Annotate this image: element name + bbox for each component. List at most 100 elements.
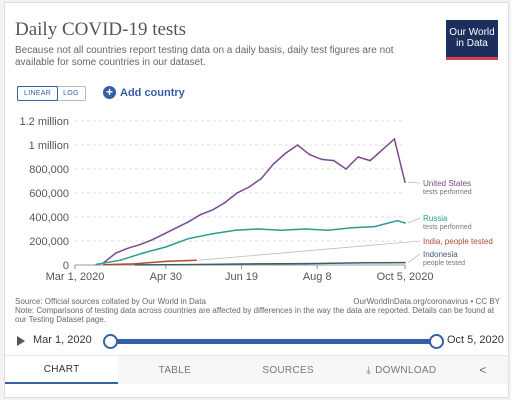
x-tick-label: Oct 5, 2020 — [377, 271, 434, 283]
y-tick-label: 0 — [63, 260, 69, 272]
comparison-note: Note: Comparisons of testing data across… — [15, 306, 495, 324]
legend-series-name: India, people tested — [423, 237, 493, 246]
legend-series-name: United States — [423, 179, 471, 188]
legend-series-sub: tests performed — [423, 224, 472, 231]
y-tick-label: 1.2 million — [19, 116, 69, 128]
data-point — [95, 263, 97, 266]
data-point — [102, 263, 105, 266]
series-line — [103, 137, 406, 264]
legend-connector — [407, 253, 421, 263]
data-point — [119, 259, 122, 262]
timeline-end-handle[interactable] — [429, 334, 444, 349]
source-url-link[interactable]: OurWorldInData.org/coronavirus • CC BY — [353, 297, 500, 306]
timeline-end-label: Oct 5, 2020 — [447, 334, 504, 346]
tab-sources[interactable]: SOURCES — [262, 364, 314, 376]
add-country-button[interactable]: + Add country — [103, 86, 185, 99]
y-axis-labels: 0 200,000 400,000 600,000 800,000 1 million 1.… — [19, 116, 69, 272]
tab-download-label: DOWNLOAD — [375, 364, 437, 376]
data-point — [211, 233, 214, 235]
legend-series-sub: people tested — [423, 260, 465, 267]
data-point — [404, 261, 406, 264]
owid-logo[interactable]: Our World in Data — [446, 20, 498, 60]
y-tick-label: 600,000 — [29, 188, 69, 200]
data-point — [296, 144, 299, 146]
tab-bar: CHART TABLE SOURCES ⤓ DOWNLOAD < — [5, 355, 508, 384]
data-point — [366, 262, 368, 264]
plus-circle-icon: + — [103, 86, 116, 99]
series-lines — [95, 137, 406, 266]
y-tick-label: 1 million — [29, 140, 69, 152]
series-line — [135, 261, 406, 266]
data-point — [134, 264, 137, 266]
data-point — [305, 262, 308, 265]
x-tick-label: Apr 30 — [150, 271, 182, 283]
data-point — [396, 219, 399, 222]
data-point — [165, 246, 167, 248]
data-point — [151, 239, 154, 241]
chart-title: Daily COVID-19 tests — [15, 19, 186, 40]
data-point — [357, 156, 359, 158]
data-point — [187, 263, 190, 266]
scale-toggle: LINEAR LOG — [17, 86, 86, 101]
tab-chart[interactable]: CHART — [5, 356, 119, 384]
series-line — [96, 219, 406, 266]
play-icon[interactable] — [17, 336, 25, 346]
share-icon[interactable]: < — [479, 363, 487, 377]
data-point — [404, 222, 406, 224]
legend-connector — [407, 181, 421, 184]
data-point — [284, 152, 287, 155]
x-tick-label: Jun 19 — [225, 271, 258, 283]
data-point — [393, 138, 396, 140]
source-note: Source: Official sources collated by Our… — [15, 297, 206, 306]
legend-series-name: Indonesia — [423, 250, 458, 259]
tab-download[interactable]: ⤓ DOWNLOAD — [345, 356, 458, 384]
data-point — [187, 237, 190, 240]
line-chart: 0 200,000 400,000 600,000 800,000 1 million 1.… — [19, 116, 493, 283]
add-country-label: Add country — [120, 86, 185, 99]
data-point — [211, 209, 214, 211]
data-point — [369, 159, 371, 162]
chart-card: Daily COVID-19 tests Because not all cou… — [4, 2, 509, 398]
data-point — [257, 228, 259, 230]
y-tick-label: 200,000 — [29, 236, 69, 248]
chart-subtitle: Because not all countries report testing… — [15, 45, 394, 68]
data-point — [224, 201, 226, 204]
data-point — [234, 229, 237, 231]
data-point — [199, 213, 202, 216]
data-point — [404, 181, 406, 183]
data-point — [127, 247, 129, 249]
log-scale-button[interactable]: LOG — [63, 90, 79, 97]
data-point — [139, 243, 141, 246]
data-point — [373, 225, 376, 228]
data-point — [308, 153, 311, 156]
data-point — [165, 260, 167, 263]
timeline-slider-track[interactable] — [109, 339, 436, 344]
legend-series-name: Russia — [423, 214, 448, 223]
data-point — [260, 177, 262, 180]
timeline-start-handle[interactable] — [103, 334, 118, 349]
linear-scale-button[interactable]: LINEAR — [17, 86, 59, 101]
tab-table[interactable]: TABLE — [158, 364, 192, 376]
timeline-start-label: Mar 1, 2020 — [33, 334, 92, 346]
data-point — [163, 233, 166, 235]
data-point — [320, 158, 323, 161]
data-point — [326, 229, 329, 231]
x-tick-label: Mar 1, 2020 — [46, 271, 105, 283]
x-axis-labels: Mar 1, 2020 Apr 30 Jun 19 Aug 8 Oct 5, 2020 — [46, 265, 434, 283]
data-point — [236, 192, 238, 194]
data-point — [351, 227, 353, 229]
legend-connector — [199, 240, 421, 261]
data-point — [272, 163, 275, 165]
series-line — [103, 259, 197, 266]
data-point — [381, 149, 384, 151]
data-point — [195, 259, 197, 262]
legend-connector — [407, 217, 421, 224]
data-point — [142, 252, 144, 254]
grid-lines — [75, 120, 405, 266]
data-point — [115, 252, 117, 254]
data-point — [187, 221, 190, 223]
x-tick-label: Aug 8 — [303, 271, 332, 283]
data-point — [248, 186, 250, 188]
data-point — [175, 227, 178, 229]
